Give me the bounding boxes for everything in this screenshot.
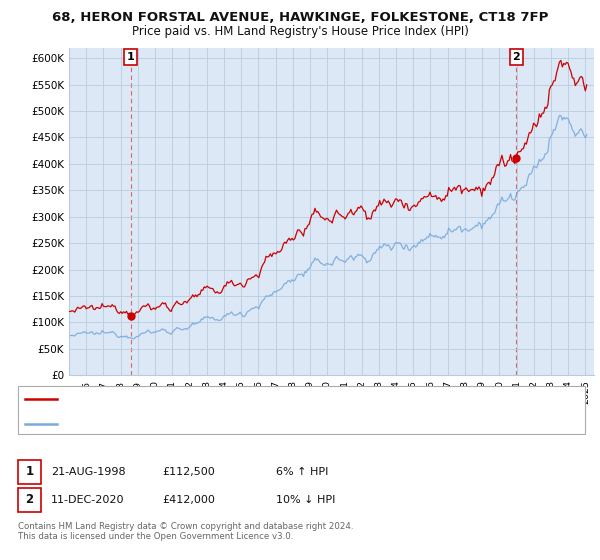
- Text: 21-AUG-1998: 21-AUG-1998: [51, 467, 125, 477]
- Text: Contains HM Land Registry data © Crown copyright and database right 2024.
This d: Contains HM Land Registry data © Crown c…: [18, 522, 353, 542]
- Text: 1: 1: [25, 465, 34, 478]
- Text: 68, HERON FORSTAL AVENUE, HAWKINGE, FOLKESTONE, CT18 7FP: 68, HERON FORSTAL AVENUE, HAWKINGE, FOLK…: [52, 11, 548, 24]
- Text: £112,500: £112,500: [162, 467, 215, 477]
- Text: 1: 1: [127, 52, 135, 62]
- Text: 2: 2: [25, 493, 34, 506]
- Text: 68, HERON FORSTAL AVENUE, HAWKINGE, FOLKESTONE, CT18 7FP (detached house): 68, HERON FORSTAL AVENUE, HAWKINGE, FOLK…: [63, 394, 478, 404]
- Text: £412,000: £412,000: [162, 495, 215, 505]
- Text: 11-DEC-2020: 11-DEC-2020: [51, 495, 125, 505]
- Text: 2: 2: [512, 52, 520, 62]
- Text: 6% ↑ HPI: 6% ↑ HPI: [276, 467, 328, 477]
- Text: HPI: Average price, detached house, Folkestone and Hythe: HPI: Average price, detached house, Folk…: [63, 419, 350, 429]
- Text: Price paid vs. HM Land Registry's House Price Index (HPI): Price paid vs. HM Land Registry's House …: [131, 25, 469, 38]
- Text: 10% ↓ HPI: 10% ↓ HPI: [276, 495, 335, 505]
